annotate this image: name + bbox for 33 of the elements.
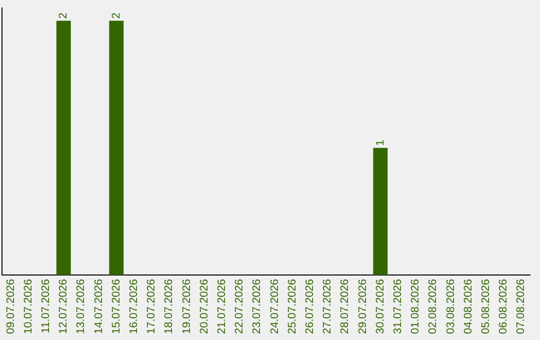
x-tick-label: 25.07.2026: [286, 278, 298, 334]
x-tick-label: 29.07.2026: [356, 278, 369, 334]
data-label: 1: [374, 140, 386, 146]
x-tick-label: 15.07.2026: [110, 278, 122, 334]
x-tick-label: 16.07.2026: [128, 278, 140, 334]
x-tick-label: 18.07.2026: [163, 278, 176, 334]
x-tick-label: 14.07.2026: [92, 278, 105, 334]
x-tick-label: 20.07.2026: [198, 278, 210, 334]
data-label: 2: [110, 12, 122, 19]
x-tick-label: 26.07.2026: [304, 278, 316, 334]
x-tick-label: 05.08.2026: [480, 278, 492, 334]
x-tick-label: 02.08.2026: [427, 278, 440, 334]
x-tick-label: 31.07.2026: [392, 278, 404, 334]
x-tick-label: 22.07.2026: [234, 278, 246, 334]
x-tick-label: 27.07.2026: [322, 278, 334, 334]
x-tick-label: 23.07.2026: [251, 278, 264, 334]
data-label: 2: [58, 12, 70, 19]
x-tick-label: 12.07.2026: [58, 278, 70, 334]
x-tick-label: 28.07.2026: [339, 278, 352, 334]
x-tick-label: 17.07.2026: [146, 278, 158, 334]
x-tick-label: 24.07.2026: [268, 278, 281, 334]
x-tick-label: 21.07.2026: [216, 278, 228, 334]
x-tick-label: 07.08.2026: [515, 278, 528, 334]
x-tick-label: 19.07.2026: [180, 278, 193, 334]
x-tick-label: 30.07.2026: [374, 278, 386, 334]
x-tick-label: 13.07.2026: [75, 278, 88, 334]
x-tick-label: 11.07.2026: [40, 278, 52, 334]
x-tick-label: 09.07.2026: [4, 278, 17, 334]
x-tick-label: 06.08.2026: [498, 278, 510, 334]
x-tick-label: 04.08.2026: [462, 278, 474, 334]
x-tick-label: 01.08.2026: [410, 278, 422, 334]
x-tick-label: 03.08.2026: [444, 278, 457, 334]
x-tick-label: 10.07.2026: [22, 278, 34, 334]
